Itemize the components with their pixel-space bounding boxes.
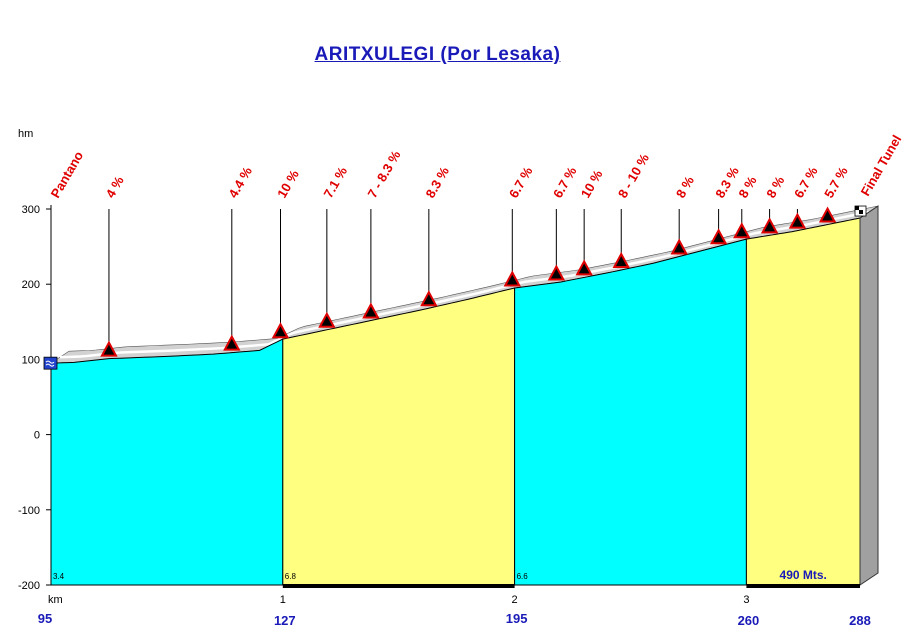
slope-warning-triangle	[818, 206, 837, 223]
slope-warning-triangle	[670, 238, 688, 255]
km-altitude-label: 260	[738, 613, 760, 628]
km-altitude-label: 95	[38, 611, 52, 626]
waypoint-finish-label: Final Tunel	[858, 132, 905, 198]
slope-warning-triangle	[733, 222, 751, 239]
slope-warning-triangle	[318, 311, 336, 328]
slope-warning-triangle	[575, 259, 593, 276]
segment-gradient-label: 6.6	[517, 572, 529, 581]
segment-gradient-label: 3.4	[53, 572, 65, 581]
finish-flag-check	[859, 210, 863, 215]
segment-area-2	[282, 287, 516, 586]
segment-gradient-label: 6.8	[285, 572, 297, 581]
slope-warning-triangle	[420, 290, 438, 307]
slope-warning-triangle	[709, 228, 728, 245]
km-altitude-label: 127	[274, 613, 296, 628]
slope-percent-label: 8 - 10 %	[615, 151, 652, 201]
slope-percent-label: 8 %	[763, 173, 787, 200]
km-altitude-label: 288	[849, 613, 871, 628]
slope-warning-triangle	[271, 322, 290, 339]
slope-percent-label: 7.1 %	[320, 164, 350, 201]
slope-percent-label: 6.7 %	[550, 164, 580, 201]
slope-percent-label: 4.4 %	[225, 164, 255, 201]
x-tick-label: 2	[512, 594, 518, 606]
chart-title: ARITXULEGI (Por Lesaka)	[314, 44, 561, 65]
km-base-bar	[282, 584, 515, 588]
slope-percent-label: 5.7 %	[821, 164, 851, 201]
slope-percent-label: 10 %	[578, 167, 606, 201]
slope-percent-label: 8 %	[735, 173, 759, 200]
slope-warning-triangle	[547, 264, 566, 281]
slope-percent-label: 10 %	[274, 167, 302, 201]
x-tick-label: 1	[280, 594, 286, 606]
y-tick-label: 100	[22, 354, 40, 366]
finish-flag-check	[855, 206, 859, 211]
y-tick-label: -100	[18, 505, 40, 517]
right-side-face	[859, 205, 879, 586]
road-center-line	[59, 210, 870, 359]
last-segment-length-label: 490 Mts.	[780, 568, 827, 582]
slope-percent-label: 6.7 %	[506, 164, 536, 201]
km-altitude-label: 195	[506, 611, 528, 626]
slope-warning-triangle	[760, 217, 779, 234]
slope-warning-triangle	[362, 302, 380, 319]
y-tick-label: 200	[22, 279, 40, 291]
x-axis-unit-label: km	[48, 594, 63, 606]
segment-area-4	[745, 217, 861, 586]
y-tick-label: -200	[18, 580, 40, 592]
slope-percent-label: 8 %	[673, 173, 697, 200]
slope-percent-label: 6.7 %	[791, 164, 821, 201]
slope-percent-label: 4 %	[103, 173, 127, 200]
x-tick-label: 3	[743, 594, 749, 606]
y-tick-label: 0	[34, 430, 40, 442]
segment-area-3	[514, 238, 747, 586]
slope-warning-triangle	[100, 340, 118, 357]
segment-area-1	[50, 338, 284, 586]
slope-percent-label: 7 - 8.3 %	[364, 148, 403, 201]
slope-warning-triangle	[223, 334, 241, 351]
km-base-bar	[746, 584, 860, 588]
slope-percent-label: 8.3 %	[422, 164, 452, 201]
slope-warning-triangle	[788, 212, 807, 229]
y-tick-label: 300	[22, 204, 40, 216]
slope-warning-triangle	[503, 270, 521, 287]
y-axis-unit-label: hm	[18, 128, 33, 140]
water-wave-icon	[45, 360, 55, 367]
slope-warning-triangle	[612, 251, 630, 268]
waypoint-start-label: Pantano	[48, 149, 87, 201]
